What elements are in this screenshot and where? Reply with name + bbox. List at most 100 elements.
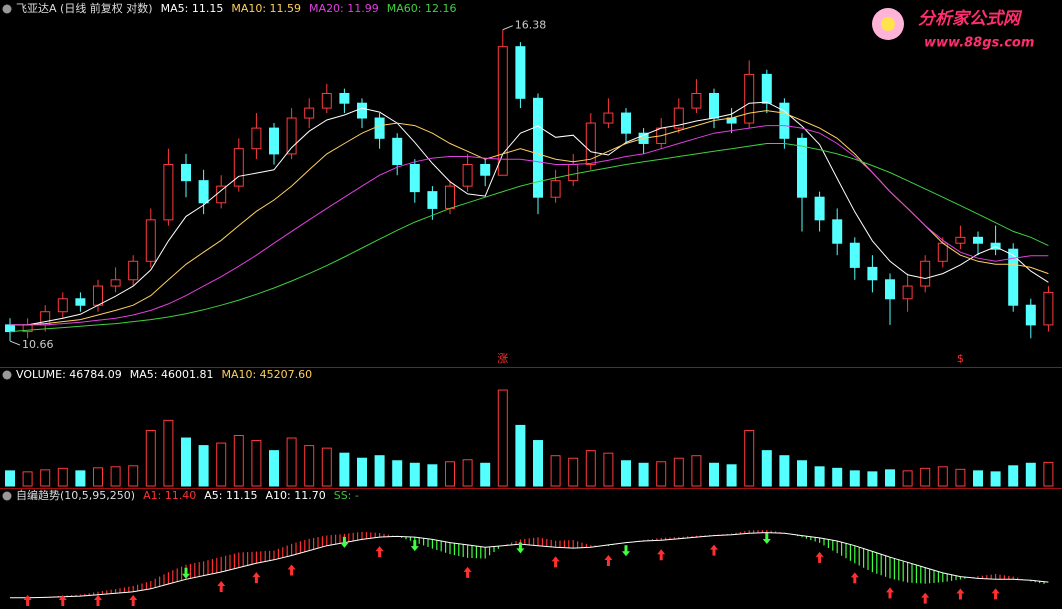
buy-arrow [956, 588, 965, 600]
volume-bar [57, 467, 68, 487]
candle-body [497, 46, 508, 176]
candle-body [128, 260, 139, 281]
volume-bar [374, 455, 385, 487]
trend-line [10, 532, 1049, 599]
volume-bar [445, 461, 455, 487]
volume-bar [550, 455, 561, 487]
candle-body [691, 92, 702, 109]
candle-body [304, 107, 315, 119]
volume-bar [726, 464, 737, 487]
buy-arrow [23, 595, 32, 606]
legend-entry: A5: 11.15 [204, 489, 257, 502]
volume-bar [128, 465, 139, 487]
candle-body [374, 117, 385, 139]
candle-body [163, 163, 174, 221]
candle-body [93, 285, 103, 306]
legend-entry: MA10: 11.59 [231, 2, 301, 15]
volume-bar [1025, 462, 1036, 487]
candle-body [216, 185, 227, 204]
legend-entry: A10: 11.70 [266, 489, 326, 502]
sell-arrow [622, 545, 630, 557]
candle-body [357, 102, 367, 119]
buy-arrow [886, 587, 894, 599]
candle-body [902, 285, 913, 300]
panel-menu-icon [2, 4, 12, 14]
candle-body [339, 92, 350, 104]
buy-arrow [463, 566, 472, 578]
legend-entry: MA5: 46001.81 [130, 368, 214, 381]
candle-body [198, 180, 209, 204]
chart-title: 飞亚达A (日线 前复权 对数) [16, 1, 153, 15]
event-marker: $ [957, 352, 964, 365]
buy-arrow [252, 572, 261, 584]
buy-arrow [58, 595, 67, 606]
volume-bar [797, 460, 807, 487]
candle-body [568, 163, 579, 182]
sell-arrow [410, 540, 419, 552]
candle-body [392, 137, 403, 165]
legend-entry: MA5: 11.15 [161, 2, 224, 15]
volume-bar [110, 466, 121, 487]
candle-body [57, 298, 68, 313]
volume-bar [304, 445, 315, 487]
buy-arrow [129, 595, 138, 606]
volume-bar [621, 460, 631, 487]
volume-bar [181, 437, 191, 487]
candle-body [761, 73, 772, 104]
candle-body [1025, 304, 1036, 326]
volume-bar [286, 437, 297, 487]
volume-bar [885, 469, 895, 487]
volume-bar [533, 440, 543, 487]
annotation-label: 10.66 [22, 338, 54, 351]
volume-bar [638, 462, 649, 487]
candle-body [251, 127, 262, 150]
sell-arrow [340, 536, 349, 548]
candle-body [1043, 291, 1054, 326]
annotation-label: 16.38 [515, 19, 547, 32]
volume-bar [427, 464, 438, 487]
volume-bar [462, 459, 473, 487]
buy-arrow [375, 546, 384, 558]
volume-bar [5, 470, 15, 487]
candle-body [849, 242, 860, 268]
candle-body [814, 196, 825, 221]
volume-bar [937, 466, 948, 487]
volume-bar [779, 455, 790, 487]
volume-bar [568, 457, 579, 487]
legend-entry: MA60: 12.16 [387, 2, 457, 15]
volume-bar [673, 457, 684, 487]
buy-arrow [604, 555, 613, 567]
candle-body [709, 92, 719, 119]
volume-bar [22, 471, 33, 487]
candle-body [480, 163, 491, 176]
volume-bar [867, 471, 878, 487]
volume-bar [973, 470, 983, 487]
candle-body [75, 298, 86, 306]
volume-bar [902, 470, 913, 487]
logo-title: 分析家公式网 [918, 9, 1023, 29]
candle-body [181, 163, 191, 182]
candle-body [973, 236, 983, 244]
volume-bar [409, 462, 420, 487]
candle-body [233, 148, 244, 187]
candle-body [1008, 248, 1019, 306]
legend-entry: MA10: 45207.60 [221, 368, 312, 381]
candle-body [286, 117, 297, 155]
logo-url: www.88gs.com [924, 36, 1034, 51]
candle-body [955, 236, 966, 244]
candle-body [797, 137, 807, 198]
volume-bar [990, 471, 1001, 487]
logo: 分析家公式网 www.88gs.com [872, 8, 1034, 51]
volume-bar [233, 435, 244, 487]
volume-bar [145, 429, 156, 487]
legend-entry: SS: - [334, 489, 359, 502]
candle-body [145, 219, 156, 262]
volume-bar [656, 461, 667, 487]
volume-bar [920, 467, 931, 487]
volume-bar [832, 467, 843, 487]
candle-body [832, 219, 843, 244]
candle-body [673, 107, 684, 129]
volume-bar [269, 450, 279, 487]
volume-bar [955, 468, 966, 487]
